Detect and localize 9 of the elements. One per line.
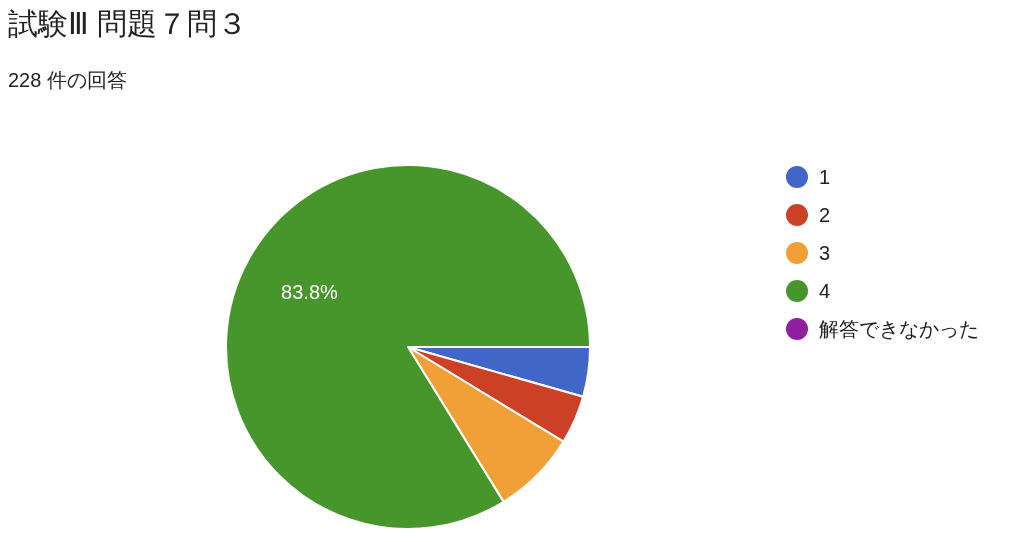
chart-subtitle: 228 件の回答 [8, 69, 127, 91]
legend-label: 解答できなかった [819, 318, 979, 340]
legend-label: 1 [819, 166, 831, 188]
data-label: 83.8% [281, 281, 339, 304]
pie-slice [225, 164, 591, 530]
legend-label: 3 [819, 242, 831, 264]
legend-label: 4 [819, 280, 831, 302]
chart-title: 試験Ⅲ 問題７問３ [8, 7, 248, 40]
legend-label: 2 [819, 204, 831, 226]
